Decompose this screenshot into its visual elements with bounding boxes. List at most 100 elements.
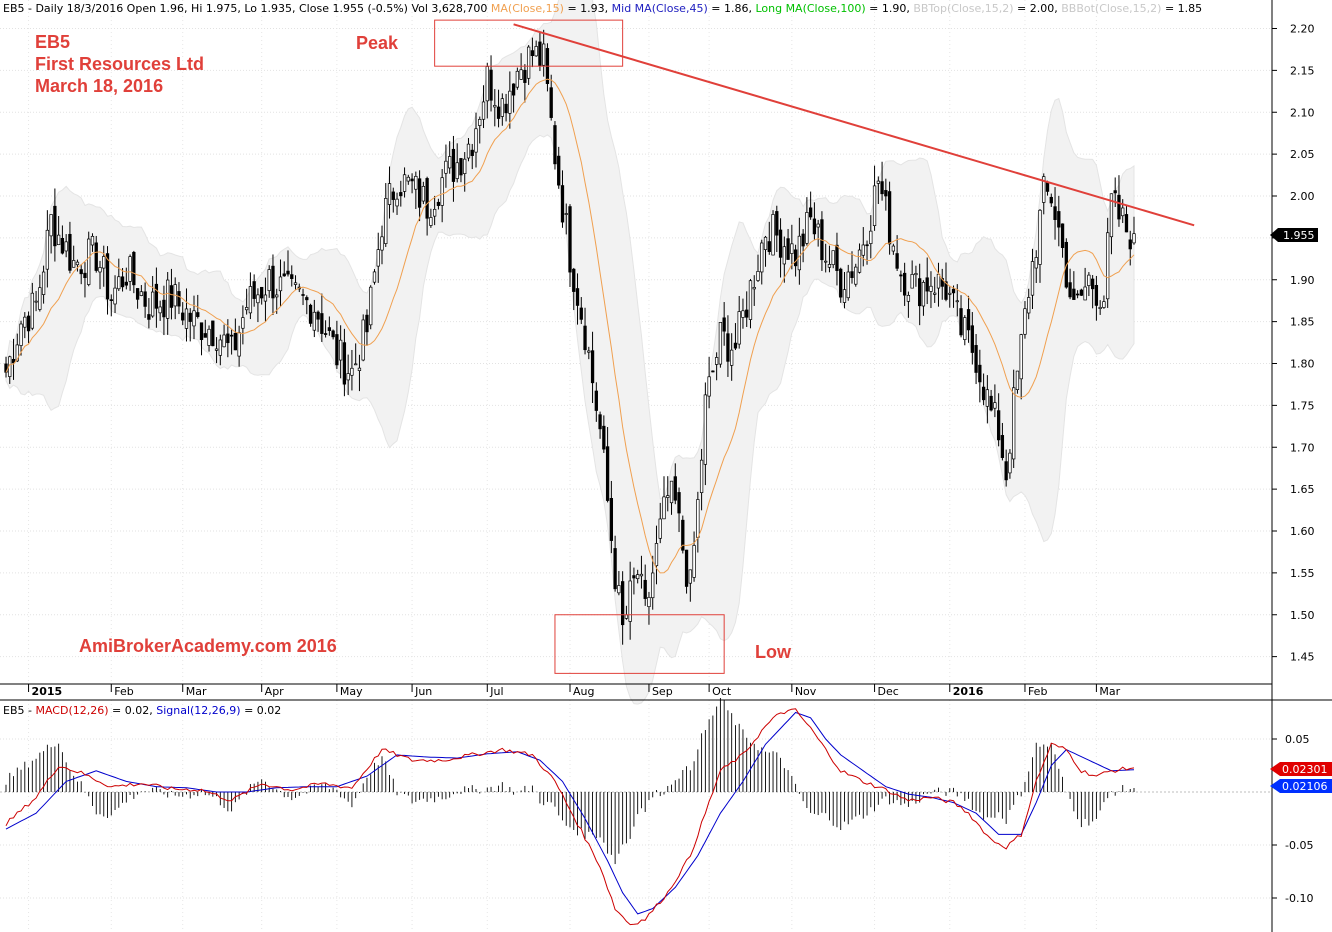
candle	[737, 296, 741, 349]
candle	[786, 228, 790, 260]
candle	[553, 121, 557, 170]
candle	[414, 171, 418, 210]
candle	[899, 270, 903, 293]
candle	[530, 37, 535, 68]
candle	[948, 285, 952, 308]
candle	[808, 191, 813, 220]
candle	[918, 263, 922, 326]
candle	[741, 298, 745, 329]
candle	[647, 591, 651, 625]
candle	[203, 319, 207, 338]
candle	[989, 389, 993, 412]
candle	[542, 29, 546, 77]
candle	[83, 262, 87, 298]
candle	[669, 480, 674, 515]
candle	[658, 502, 662, 544]
candle	[681, 515, 685, 554]
macd-tick-label: -0.10	[1285, 892, 1313, 905]
candle	[139, 285, 144, 297]
macd-value: 0.02301	[1282, 763, 1328, 776]
candle	[1038, 209, 1042, 283]
candle	[406, 174, 410, 185]
candle	[1109, 193, 1114, 255]
candle	[703, 382, 708, 486]
candle	[839, 267, 843, 303]
candle	[793, 244, 798, 277]
candle	[421, 181, 426, 205]
candle	[56, 216, 61, 246]
candle	[75, 259, 80, 272]
candle	[312, 299, 316, 338]
macd-header: EB5 - MACD(12,26) = 0.02, Signal(12,26,9…	[3, 704, 281, 717]
candle	[996, 393, 1001, 447]
header-part: = 2.00,	[1014, 2, 1062, 15]
candle	[1004, 449, 1008, 487]
candle	[666, 476, 670, 512]
candle	[993, 384, 997, 418]
price-tick-label: 1.65	[1290, 483, 1315, 496]
candle	[978, 349, 982, 403]
candle	[372, 269, 377, 285]
candle	[1060, 223, 1065, 258]
candle	[455, 143, 459, 183]
candle	[564, 203, 568, 235]
candle	[308, 303, 313, 327]
candle	[335, 320, 339, 369]
candle	[1008, 449, 1012, 479]
candle	[718, 322, 723, 368]
watermark: AmiBrokerAcademy.com 2016	[79, 636, 337, 656]
candle	[966, 295, 971, 343]
candle	[263, 277, 268, 322]
candle	[887, 181, 892, 255]
month-label: May	[340, 685, 363, 698]
candle	[474, 112, 478, 168]
candle	[1053, 187, 1057, 240]
header-part: = 1.93,	[564, 2, 612, 15]
candle	[974, 334, 978, 385]
price-tick-label: 2.05	[1290, 148, 1315, 161]
candle	[643, 564, 647, 606]
candle	[1102, 295, 1106, 309]
candle	[632, 567, 636, 595]
candle	[861, 227, 865, 267]
candle	[128, 254, 132, 291]
candle	[583, 307, 587, 355]
candle	[1027, 288, 1031, 320]
candle	[594, 382, 598, 422]
candle	[1121, 199, 1125, 224]
candle	[68, 221, 72, 274]
candle	[1132, 216, 1136, 245]
candle	[824, 243, 828, 273]
candle	[1087, 272, 1091, 297]
candle	[692, 531, 696, 582]
candle	[1068, 268, 1072, 300]
price-tick-label: 1.60	[1290, 525, 1315, 538]
candle	[579, 297, 583, 325]
candle	[557, 146, 561, 189]
month-label: 2015	[32, 685, 63, 698]
candle	[49, 214, 53, 254]
candle	[1072, 271, 1076, 300]
candle	[365, 309, 369, 346]
candle	[72, 245, 76, 268]
month-label: Feb	[1028, 685, 1047, 698]
price-tick-label: 1.80	[1290, 358, 1315, 371]
macd-header-part: = 0.02,	[109, 704, 157, 717]
candle	[523, 64, 527, 103]
last-price-tag: 1.955	[1270, 228, 1318, 242]
candle	[282, 261, 286, 277]
candle	[756, 254, 760, 282]
candle	[26, 311, 31, 344]
price-tick-label: 1.55	[1290, 567, 1315, 580]
candle	[1075, 290, 1080, 299]
candle	[1106, 217, 1110, 308]
candle	[1079, 288, 1084, 297]
candle	[508, 71, 512, 129]
candle	[831, 250, 835, 269]
candle	[290, 265, 294, 287]
candle	[910, 260, 914, 289]
candle	[835, 232, 839, 286]
candle	[177, 282, 181, 315]
candle	[440, 169, 444, 223]
